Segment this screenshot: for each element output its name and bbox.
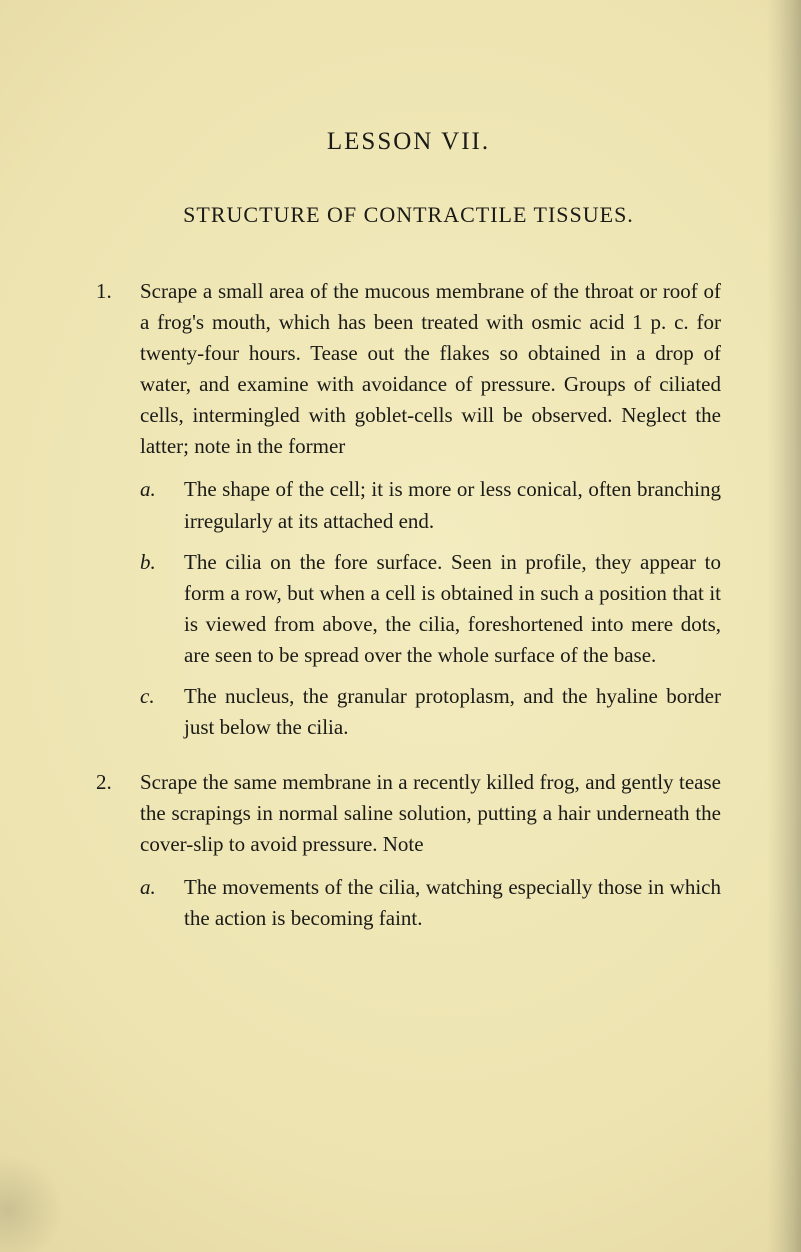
numbered-item: 2. Scrape the same membrane in a recentl… [96, 767, 721, 860]
sub-letter: c. [140, 681, 184, 743]
numbered-item: 1. Scrape a small area of the mucous mem… [96, 276, 721, 462]
scanned-page: LESSON VII. STRUCTURE OF CONTRACTILE TIS… [0, 0, 801, 1252]
indent-spacer [96, 681, 140, 743]
sub-text: The shape of the cell; it is more or les… [184, 474, 721, 536]
indent-spacer [96, 474, 140, 536]
sub-letter: b. [140, 547, 184, 671]
sub-item: c. The nucleus, the granular protoplasm,… [96, 681, 721, 743]
indent-spacer [96, 872, 140, 934]
spacer [96, 753, 721, 767]
sub-text: The nucleus, the granular protoplasm, an… [184, 681, 721, 743]
chapter-title: STRUCTURE OF CONTRACTILE TISSUES. [96, 202, 721, 228]
item-number: 1. [96, 276, 140, 462]
sub-item: a. The movements of the cilia, watching … [96, 872, 721, 934]
sub-item: a. The shape of the cell; it is more or … [96, 474, 721, 536]
sub-item: b. The cilia on the fore surface. Seen i… [96, 547, 721, 671]
item-number: 2. [96, 767, 140, 860]
sub-letter: a. [140, 474, 184, 536]
sub-letter: a. [140, 872, 184, 934]
lesson-title: LESSON VII. [96, 128, 721, 156]
item-text: Scrape a small area of the mucous membra… [140, 276, 721, 462]
sub-text: The movements of the cilia, watching esp… [184, 872, 721, 934]
indent-spacer [96, 547, 140, 671]
sub-text: The cilia on the fore surface. Seen in p… [184, 547, 721, 671]
item-text: Scrape the same membrane in a recently k… [140, 767, 721, 860]
